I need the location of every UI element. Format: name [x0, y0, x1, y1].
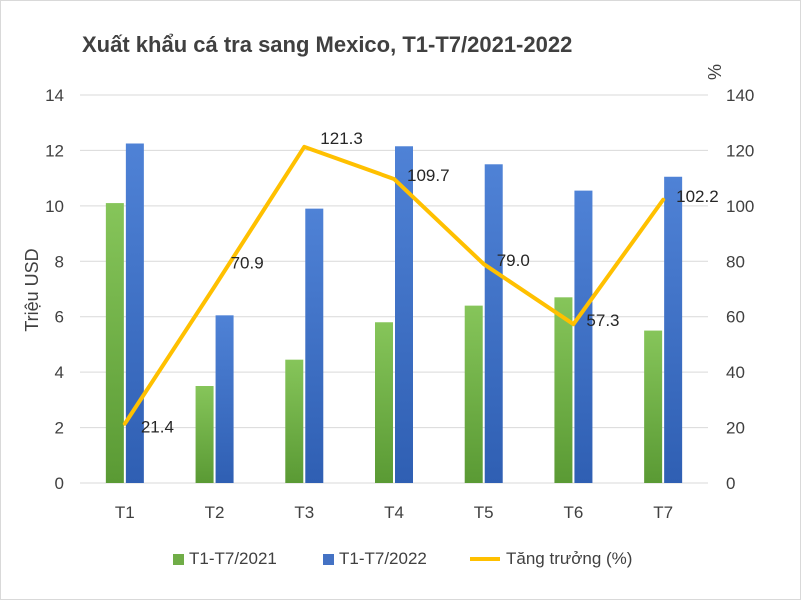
- bar-2022-T6: [574, 190, 593, 483]
- growth-line: [122, 144, 666, 426]
- legend: T1-T7/2021 T1-T7/2022 Tăng trưởng (%): [173, 549, 632, 568]
- x-tick-label: T5: [474, 503, 494, 522]
- y-tick-label: 2: [55, 419, 64, 438]
- y-tick-label: 8: [55, 252, 64, 271]
- y2-tick-label: 0: [726, 474, 735, 493]
- bar-2021-T1: [105, 203, 124, 484]
- bar-2022-T4: [395, 146, 413, 483]
- bar-2021-T7: [644, 330, 663, 483]
- x-tick-label: T6: [564, 503, 584, 522]
- growth-label: 121.3: [320, 129, 363, 148]
- legend-swatch-2021: [173, 554, 184, 565]
- y2-axis-ticks: 0 20 40 60 80 100 120 140: [726, 86, 754, 493]
- bar-2021-T6: [554, 297, 573, 483]
- legend-label-2021: T1-T7/2021: [189, 549, 277, 568]
- bar-2021-T5: [464, 305, 483, 483]
- data-labels: 21.4 70.9 121.3 109.7 79.0 57.3 102.2: [141, 129, 719, 437]
- y2-tick-label: 20: [726, 419, 745, 438]
- y-tick-label: 12: [45, 141, 64, 160]
- y2-tick-label: 100: [726, 197, 754, 216]
- y-axis-title: Triệu USD: [22, 248, 42, 331]
- growth-label: 70.9: [231, 254, 264, 273]
- y-tick-label: 4: [55, 363, 64, 382]
- growth-label: 102.2: [676, 187, 719, 206]
- y-tick-label: 14: [45, 86, 64, 105]
- y2-tick-label: 120: [726, 141, 754, 160]
- bar-2022-T3: [305, 208, 324, 483]
- chart-title: Xuất khẩu cá tra sang Mexico, T1-T7/2021…: [82, 32, 572, 57]
- y2-axis-title: %: [705, 64, 725, 80]
- x-tick-label: T3: [294, 503, 314, 522]
- y-tick-label: 0: [55, 474, 64, 493]
- x-tick-label: T1: [115, 503, 135, 522]
- bar-2021-T3: [285, 359, 304, 483]
- gridlines: [80, 94, 708, 484]
- growth-label: 109.7: [407, 166, 450, 185]
- legend-label-growth: Tăng trưởng (%): [506, 549, 632, 568]
- legend-swatch-2022: [323, 554, 334, 565]
- y2-tick-label: 140: [726, 86, 754, 105]
- x-axis-ticks: T1 T2 T3 T4 T5 T6 T7: [115, 503, 673, 522]
- growth-label: 21.4: [141, 418, 174, 437]
- bar-2021-T2: [195, 386, 214, 483]
- y-tick-label: 6: [55, 308, 64, 327]
- bar-2022-T7: [664, 176, 683, 483]
- y2-tick-label: 40: [726, 363, 745, 382]
- x-tick-label: T2: [205, 503, 225, 522]
- bars: [105, 143, 683, 484]
- y-axis-ticks: 0 2 4 6 8 10 12 14: [45, 86, 64, 493]
- bar-2022-T5: [484, 164, 503, 484]
- y2-tick-label: 80: [726, 252, 745, 271]
- y2-tick-label: 60: [726, 308, 745, 327]
- x-tick-label: T7: [653, 503, 673, 522]
- growth-label: 57.3: [586, 311, 619, 330]
- growth-label: 79.0: [497, 251, 530, 270]
- x-tick-label: T4: [384, 503, 404, 522]
- legend-label-2022: T1-T7/2022: [339, 549, 427, 568]
- bar-2022-T2: [215, 315, 234, 483]
- bar-2021-T4: [375, 322, 393, 483]
- y-tick-label: 10: [45, 197, 64, 216]
